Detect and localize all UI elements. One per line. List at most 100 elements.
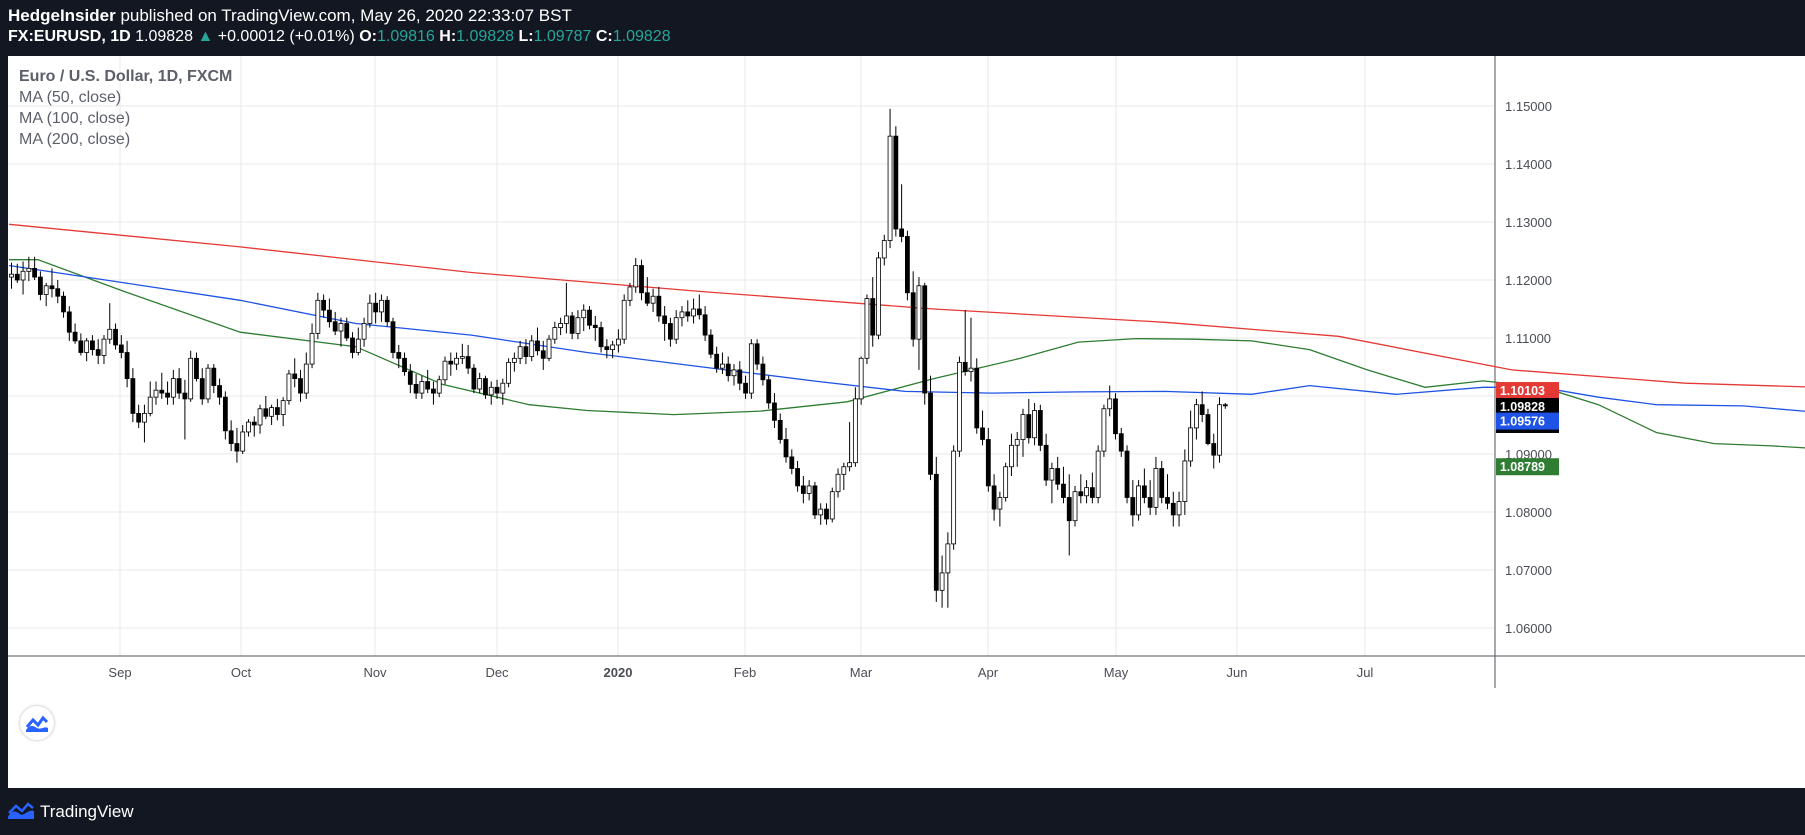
candle-body (379, 299, 384, 313)
candle-body (980, 427, 985, 440)
legend-title[interactable]: Euro / U.S. Dollar, 1D, FXCM (19, 68, 233, 85)
chart-header: HedgeInsider published on TradingView.co… (0, 0, 1805, 56)
candle-body (737, 369, 743, 384)
candle-body (488, 386, 494, 396)
candle-body (1113, 398, 1118, 435)
candle-body (1020, 414, 1026, 440)
candle-body (142, 412, 147, 423)
candle-body (367, 302, 373, 324)
candle-body (1222, 404, 1228, 407)
candle-body (465, 356, 471, 369)
candle-body (413, 383, 419, 394)
candle-body (1061, 483, 1066, 498)
footer-brand[interactable]: TradingView (40, 802, 134, 821)
candle-body (1084, 487, 1089, 497)
candle-body (234, 443, 240, 452)
candle-body (639, 265, 644, 294)
candle-body (217, 385, 222, 398)
y-tick-label: 1.13000 (1505, 215, 1552, 230)
candle-body (500, 382, 506, 394)
candle-body (633, 265, 639, 288)
candle-body (581, 309, 587, 319)
high-value: 1.09828 (456, 28, 514, 45)
candle-body (714, 353, 720, 369)
candle-body (1049, 468, 1055, 481)
candle-body (887, 135, 893, 241)
candle-body (78, 340, 84, 353)
x-tick-label: Dec (485, 665, 509, 680)
candle-body (604, 346, 610, 351)
candle-body (523, 346, 529, 357)
publish-line: HedgeInsider published on TradingView.co… (8, 6, 572, 26)
candle-body (673, 317, 679, 340)
legend-ma200[interactable]: MA (200, close) (19, 131, 131, 148)
candle-body (1136, 485, 1141, 516)
x-tick-label: 2020 (604, 665, 633, 680)
candle-body (37, 276, 43, 295)
legend-ma50[interactable]: MA (50, close) (19, 89, 122, 106)
candle-body (1170, 502, 1176, 516)
legend-ma100[interactable]: MA (100, close) (19, 110, 131, 127)
high-label: H: (439, 28, 457, 45)
candle-body (922, 285, 928, 394)
ma-line (8, 264, 1805, 412)
candle-body (957, 361, 962, 452)
candle-body (997, 497, 1003, 510)
candle-body (858, 357, 864, 400)
candle-body (852, 398, 858, 464)
candle-body (170, 378, 176, 398)
candle-body (448, 360, 454, 365)
candle-body (818, 508, 824, 516)
candle-body (483, 378, 488, 396)
candle-body (280, 400, 286, 415)
candle-body (685, 311, 691, 317)
candle-body (621, 299, 627, 340)
y-tick-label: 1.08000 (1505, 505, 1552, 520)
candle-body (847, 462, 852, 468)
x-tick-label: Apr (978, 665, 999, 680)
candle-body (754, 343, 760, 365)
candle-body (159, 389, 165, 394)
chart-area[interactable]: 1.150001.140001.130001.120001.110001.100… (8, 56, 1805, 788)
candle-body (251, 421, 257, 426)
symbol-label[interactable]: FX:EURUSD, 1D (8, 28, 131, 45)
price-chart[interactable]: 1.150001.140001.130001.120001.110001.100… (8, 56, 1805, 788)
candle-body (569, 315, 575, 334)
candle-body (477, 378, 483, 390)
candle-body (1205, 414, 1211, 444)
candle-body (49, 285, 55, 290)
candle-body (1194, 404, 1199, 429)
candle-body (558, 323, 563, 328)
candle-body (425, 381, 431, 390)
candle-body (656, 295, 662, 317)
y-tick-label: 1.07000 (1505, 563, 1552, 578)
last-price: 1.09828 (135, 28, 193, 45)
candle-body (9, 273, 14, 278)
candle-body (679, 311, 685, 319)
candle-body (1124, 450, 1130, 498)
y-tick-label: 1.11000 (1505, 331, 1551, 346)
x-tick-label: Jul (1357, 665, 1374, 680)
candle-body (540, 350, 546, 359)
candle-body (662, 315, 668, 324)
candle-body (396, 352, 402, 359)
candle-body (263, 408, 269, 417)
candle-body (1176, 501, 1182, 516)
x-tick-label: Sep (108, 665, 131, 680)
candle-body (939, 572, 945, 591)
candle-body (1072, 491, 1078, 522)
candle-body (720, 363, 725, 369)
candle-body (506, 361, 511, 384)
candle-body (881, 240, 887, 259)
candle-body (303, 363, 309, 394)
candle-body (454, 357, 459, 365)
candle-body (222, 396, 228, 432)
candle-body (772, 402, 777, 421)
candle-body (176, 378, 182, 394)
candle-body (725, 363, 731, 377)
candle-body (829, 491, 835, 520)
candle-body (731, 369, 737, 377)
publisher-name[interactable]: HedgeInsider (8, 6, 116, 25)
candle-body (1089, 487, 1095, 498)
candle-body (1211, 443, 1217, 456)
